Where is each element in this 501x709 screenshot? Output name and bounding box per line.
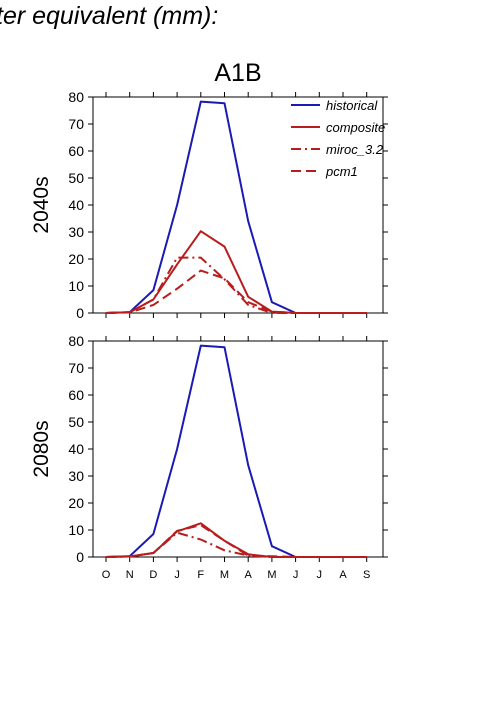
panel-1-ytick-label: 10: [68, 278, 84, 294]
panel-1-y-label: 2040s: [30, 176, 53, 233]
panel-1-ytick-label: 60: [68, 143, 84, 159]
panel-2-ytick-label: 80: [68, 333, 84, 349]
panel-2-ytick-label: 10: [68, 522, 84, 538]
x-tick-label: O: [102, 569, 111, 581]
panel-1-series-pcm1: [105, 269, 367, 314]
panel-1-ytick-label: 50: [68, 170, 84, 186]
x-tick-label: J: [174, 569, 180, 581]
panel-1-ytick-label: 70: [68, 116, 84, 132]
x-tick-label: M: [267, 569, 276, 581]
panel-2-y-label: 2080s: [30, 420, 53, 477]
panel-2-ytick-label: 60: [68, 387, 84, 403]
x-tick-label: D: [149, 569, 157, 581]
x-tick-label: J: [293, 569, 299, 581]
panel-2-ytick-label: 50: [68, 414, 84, 430]
legend-label: miroc_3.2: [326, 142, 384, 157]
x-tick-label: M: [220, 569, 229, 581]
x-tick-label: A: [339, 569, 347, 581]
x-tick-label: A: [245, 569, 253, 581]
panel-1-ytick-label: 0: [76, 305, 84, 321]
x-tick-label: N: [126, 569, 134, 581]
panel-1-ytick-label: 40: [68, 197, 84, 213]
panel-2-ytick-label: 0: [76, 549, 84, 565]
chart-title: A1B: [214, 59, 261, 87]
x-tick-label: S: [363, 569, 370, 581]
panel-2-frame: [92, 340, 384, 558]
panel-1-ytick-label: 80: [68, 89, 84, 105]
panel-2-ytick-label: 30: [68, 468, 84, 484]
panel-1-ytick-label: 30: [68, 224, 84, 240]
panel-1-series-composite: [105, 230, 367, 314]
panel-2-ytick-label: 20: [68, 495, 84, 511]
panel-2-ytick-label: 40: [68, 441, 84, 457]
panel-2-series-historical: [105, 344, 367, 558]
panel-1-series-miroc-3-2: [105, 256, 367, 314]
legend-label: pcm1: [325, 164, 358, 179]
page-title: ter equivalent (mm):: [0, 2, 219, 30]
panel-2-series-miroc-3-2: [105, 531, 367, 558]
x-tick-label: J: [317, 569, 323, 581]
legend-label: historical: [326, 98, 378, 113]
panel-2-ytick-label: 70: [68, 360, 84, 376]
panel-1-ytick-label: 20: [68, 251, 84, 267]
x-tick-label: F: [197, 569, 204, 581]
legend-label: composite: [326, 120, 385, 135]
